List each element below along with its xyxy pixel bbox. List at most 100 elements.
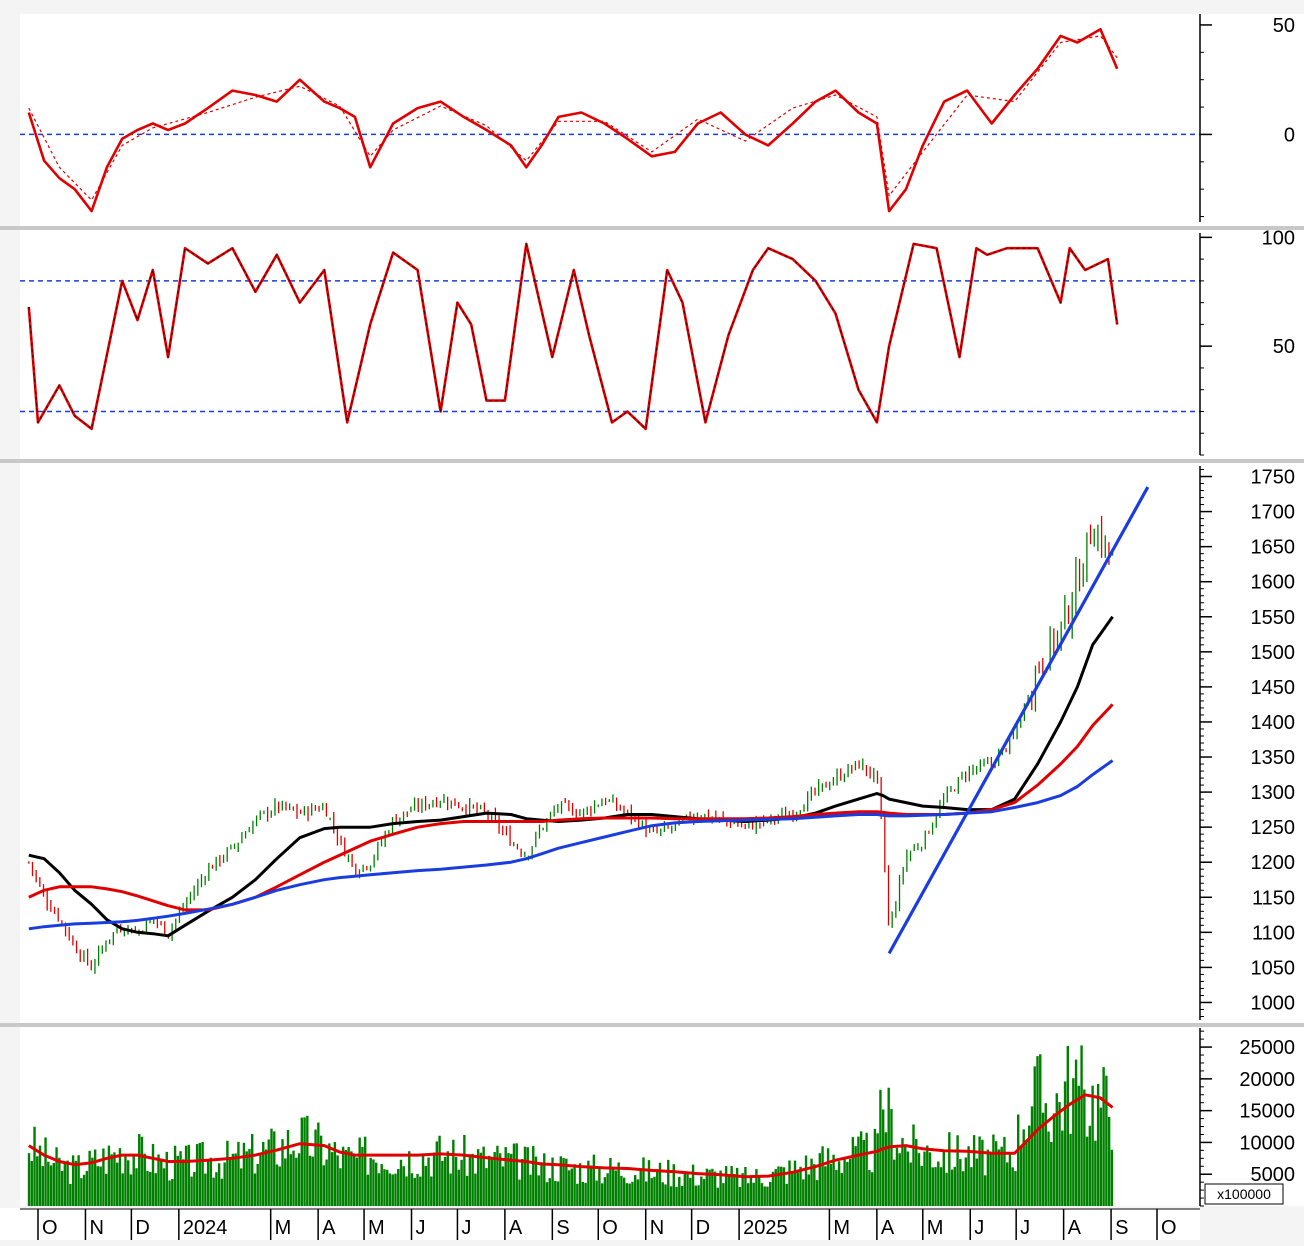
volume-bar	[237, 1141, 240, 1206]
volume-bar	[559, 1156, 563, 1206]
price-tick-label: 1750	[1251, 467, 1296, 489]
volume-bar	[636, 1179, 640, 1206]
x-axis-label: A	[509, 1217, 523, 1239]
volume-bar	[906, 1151, 910, 1206]
volume-bar	[1030, 1106, 1034, 1206]
price-tick-label: 1250	[1251, 817, 1296, 839]
x-axis-label: J	[1020, 1217, 1030, 1239]
volume-bar	[606, 1173, 609, 1206]
volume-bar	[187, 1144, 191, 1206]
price-moving-average	[28, 759, 1114, 931]
volume-bar	[44, 1137, 47, 1206]
volume-units-box	[1204, 1183, 1284, 1205]
volume-bar	[658, 1162, 662, 1206]
volume-bar	[837, 1161, 841, 1206]
volume-bar	[970, 1167, 973, 1206]
volume-bar	[793, 1160, 797, 1206]
volume-bar	[573, 1164, 576, 1206]
volume-bar	[355, 1157, 359, 1206]
volume-bar	[463, 1134, 466, 1206]
volume-bar	[815, 1180, 819, 1206]
volume-bar	[702, 1179, 706, 1206]
volume-bar	[614, 1170, 618, 1206]
price-y-axis: 1750 1700 1650 1600 1550 1500 1450 1400 1350 1300…	[1199, 466, 1296, 1020]
volume-bar	[438, 1135, 441, 1206]
volume-bar	[446, 1151, 450, 1206]
volume-bar	[986, 1149, 990, 1206]
volume-bar	[782, 1167, 786, 1206]
volume-bar	[206, 1159, 210, 1206]
volume-bar	[47, 1161, 50, 1206]
volume-bar	[416, 1173, 419, 1206]
volume-bar	[317, 1122, 320, 1206]
volume-bar	[796, 1172, 799, 1206]
volume-bar	[526, 1147, 529, 1206]
volume-tick-label: 25000	[1239, 1037, 1295, 1059]
x-axis-label: A	[1068, 1217, 1082, 1239]
volume-bar	[182, 1159, 185, 1206]
x-axis-label: 2025	[743, 1217, 788, 1239]
volume-bar	[948, 1132, 951, 1206]
volume-bar	[49, 1165, 53, 1206]
x-axis-label: D	[696, 1217, 710, 1239]
volume-bar	[399, 1159, 403, 1206]
price-tick-label: 1200	[1251, 852, 1296, 874]
volume-bar	[496, 1145, 499, 1206]
volume-bar	[746, 1183, 750, 1206]
price-panel	[28, 486, 1150, 974]
volume-bar	[713, 1171, 717, 1206]
price-tick-label: 1100	[1252, 922, 1295, 944]
volume-bar	[523, 1146, 527, 1206]
volume-bar	[490, 1159, 494, 1206]
volume-bar	[813, 1164, 816, 1206]
volume-bar	[1077, 1085, 1081, 1206]
volume-bar	[60, 1170, 64, 1206]
volume-tick-label: 20000	[1239, 1069, 1295, 1091]
axis-background	[1200, 14, 1304, 1206]
volume-bar	[493, 1152, 496, 1206]
price-tick-label: 1300	[1251, 782, 1296, 804]
volume-bar	[854, 1146, 857, 1206]
volume-bar	[661, 1182, 664, 1206]
volume-bar	[609, 1157, 612, 1206]
volume-bar	[292, 1150, 295, 1206]
volume-bar	[482, 1146, 485, 1206]
volume-bar	[344, 1149, 348, 1206]
volume-bar	[829, 1163, 833, 1206]
volume-bar	[653, 1176, 656, 1206]
volume-bar	[380, 1164, 383, 1206]
volume-bar	[1055, 1093, 1058, 1206]
volume-bar	[879, 1089, 882, 1206]
volume-bar	[374, 1162, 378, 1206]
x-axis-label: M	[927, 1217, 944, 1239]
volume-bar	[512, 1143, 516, 1206]
volume-bar	[124, 1156, 127, 1206]
volume-bar	[799, 1166, 802, 1206]
volume-bar	[515, 1143, 518, 1206]
volume-bar	[408, 1151, 411, 1206]
volume-bar	[179, 1151, 182, 1206]
volume-bar	[683, 1172, 687, 1206]
volume-bar	[675, 1186, 678, 1206]
volume-bar	[529, 1174, 532, 1206]
volume-bar	[146, 1170, 149, 1206]
volume-bar	[708, 1169, 711, 1206]
volume-bar	[942, 1150, 946, 1206]
volume-bar	[325, 1159, 328, 1206]
volume-bar	[939, 1167, 943, 1206]
volume-bar	[173, 1145, 177, 1206]
volume-bar	[52, 1162, 56, 1206]
momentum-y-axis: 50 0	[1199, 14, 1295, 222]
volume-bar	[273, 1131, 276, 1206]
volume-bar	[989, 1151, 992, 1206]
volume-bar	[634, 1175, 637, 1206]
volume-bar	[1083, 1089, 1086, 1206]
volume-bar	[328, 1143, 331, 1206]
volume-bar	[1039, 1054, 1042, 1206]
volume-bar	[650, 1178, 653, 1206]
volume-bar	[741, 1173, 744, 1206]
volume-bar	[518, 1179, 521, 1206]
volume-bar	[678, 1176, 681, 1206]
volume-bar	[556, 1181, 560, 1206]
volume-bar	[1107, 1117, 1111, 1206]
